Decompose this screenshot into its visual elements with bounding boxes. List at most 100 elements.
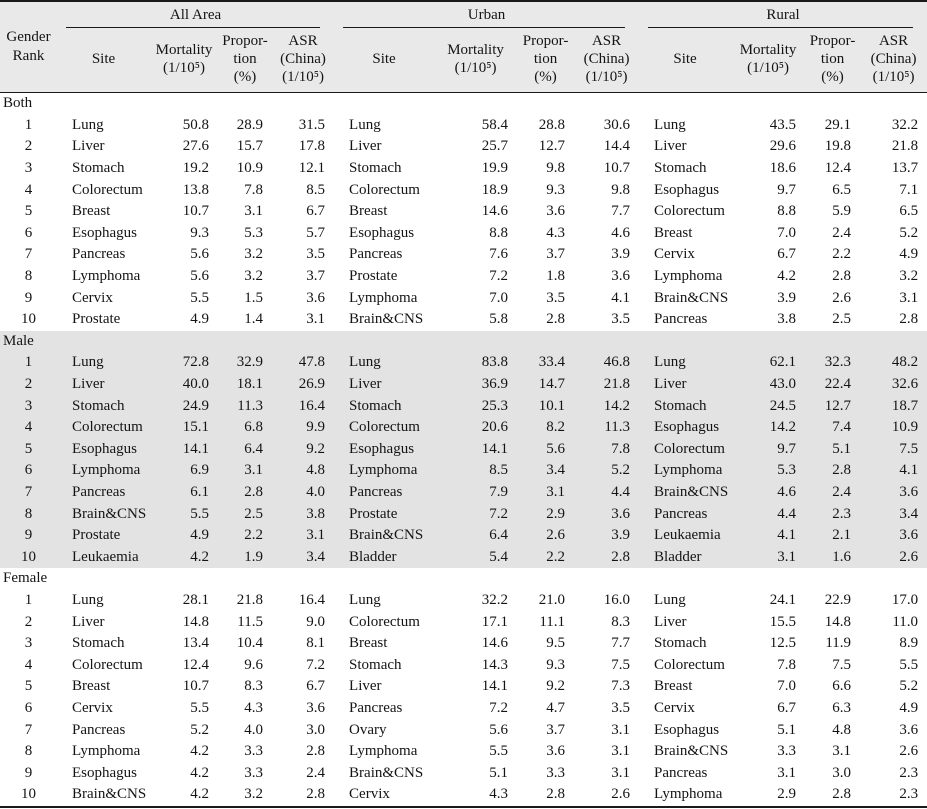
asr-cell: 3.6 [306, 289, 326, 306]
mortality-cell: 5.1 [489, 764, 509, 781]
proportion-cell: 5.3 [244, 224, 263, 241]
proportion-header: Propor- tion (%) [517, 28, 575, 93]
site-cell: Stomach [57, 395, 150, 417]
mortality-cell: 25.3 [434, 395, 518, 417]
site-cell: Breast [72, 203, 111, 220]
mortality-cell: 24.1 [769, 591, 797, 608]
site-cell: Bladder [334, 546, 435, 569]
asr-cell: 10.7 [603, 160, 631, 177]
table-row: 4 Colorectum 13.8 7.8 8.5 Colorectum 18.… [0, 179, 927, 201]
proportion-cell: 3.7 [546, 721, 566, 738]
rank-cell: 8 [24, 743, 33, 760]
proportion-cell: 1.5 [244, 289, 263, 306]
rank-cell: 10 [21, 786, 36, 803]
mortality-cell: 36.9 [434, 373, 518, 396]
asr-cell: 2.8 [574, 546, 640, 569]
mortality-cell: 13.4 [182, 635, 209, 652]
proportion-cell: 2.8 [832, 786, 852, 803]
asr-cell: 3.4 [272, 546, 335, 569]
asr-cell: 2.8 [306, 743, 326, 760]
table-row: 4 Colorectum 12.4 9.6 7.2 Stomach 14.3 9… [0, 654, 927, 676]
column-header-row: Site Mortality (1/10⁵) Propor- tion (%) … [0, 28, 927, 93]
site-cell: Pancreas [639, 503, 732, 525]
asr-cell: 4.1 [611, 289, 631, 306]
asr-cell: 3.6 [860, 524, 927, 547]
rank-cell: 3 [24, 635, 33, 652]
table-row: 1 Lung 28.1 21.8 16.4 Lung 32.2 21.0 16.… [0, 590, 927, 612]
site-cell: Prostate [72, 311, 121, 328]
site-cell: Pancreas [349, 699, 403, 716]
mortality-cell: 83.8 [434, 352, 518, 374]
mortality-cell: 4.6 [731, 481, 806, 504]
rank-cell: 1 [0, 352, 57, 374]
mortality-cell: 24.5 [731, 395, 806, 417]
proportion-cell: 2.5 [832, 311, 852, 328]
site-cell: Colorectum [654, 656, 725, 673]
site-cell: Lymphoma [72, 743, 141, 760]
asr-cell: 9.2 [272, 438, 335, 461]
table-row: 8 Lymphoma 5.6 3.2 3.7 Prostate 7.2 1.8 … [0, 266, 927, 288]
proportion-cell: 9.5 [546, 635, 566, 652]
mortality-cell: 14.1 [150, 438, 218, 461]
group-header-rural: Rural [639, 1, 927, 28]
site-cell: Stomach [349, 160, 402, 177]
mortality-cell: 5.5 [190, 289, 209, 306]
mortality-cell: 5.6 [190, 268, 209, 285]
site-cell: Cervix [72, 699, 113, 716]
table-row: 2 Liver 40.0 18.1 26.9 Liver 36.9 14.7 2… [0, 373, 927, 396]
site-cell: Lung [639, 352, 732, 374]
mortality-cell: 13.8 [182, 181, 209, 198]
asr-cell: 4.9 [899, 246, 919, 263]
proportion-cell: 15.7 [236, 138, 263, 155]
table-row: 3 Stomach 19.2 10.9 12.1 Stomach 19.9 9.… [0, 158, 927, 180]
rank-cell: 1 [24, 116, 33, 133]
site-cell: Lymphoma [349, 289, 418, 306]
site-cell: Liver [57, 373, 150, 396]
table-header: Gender Rank All Area Urban Rural Site Mo… [0, 1, 927, 93]
table-row: 5 Breast 10.7 8.3 6.7 Liver 14.1 9.2 7.3… [0, 676, 927, 698]
mortality-cell: 5.1 [777, 721, 797, 738]
proportion-cell: 10.4 [236, 635, 263, 652]
asr-cell: 7.5 [611, 656, 631, 673]
site-cell: Lymphoma [349, 743, 418, 760]
site-header: Site [639, 28, 732, 93]
site-cell: Esophagus [654, 181, 720, 198]
asr-cell: 4.6 [611, 224, 631, 241]
asr-cell: 4.1 [860, 460, 927, 482]
site-cell: Esophagus [349, 224, 415, 241]
asr-cell: 6.7 [306, 203, 326, 220]
mortality-cell: 25.7 [481, 138, 509, 155]
proportion-cell: 32.9 [218, 352, 272, 374]
table-row: 7 Pancreas 5.2 4.0 3.0 Ovary 5.6 3.7 3.1… [0, 719, 927, 741]
group-header-row: Gender Rank All Area Urban Rural [0, 1, 927, 93]
asr-cell: 3.1 [272, 524, 335, 547]
mortality-cell: 4.9 [190, 311, 209, 328]
site-cell: Cervix [349, 786, 390, 803]
mortality-cell: 4.2 [190, 764, 209, 781]
proportion-cell: 2.2 [832, 246, 852, 263]
proportion-cell: 28.8 [538, 116, 566, 133]
mortality-cell: 5.8 [489, 311, 509, 328]
site-cell: Lymphoma [72, 268, 141, 285]
proportion-cell: 4.3 [244, 699, 263, 716]
proportion-cell: 14.8 [824, 613, 852, 630]
proportion-cell: 5.6 [517, 438, 575, 461]
table-row: 8 Brain&CNS 5.5 2.5 3.8 Prostate 7.2 2.9… [0, 503, 927, 525]
mortality-cell: 2.9 [777, 786, 797, 803]
table-row: 1 Lung 72.8 32.9 47.8 Lung 83.8 33.4 46.… [0, 352, 927, 374]
mortality-header: Mortality (1/10⁵) [731, 28, 806, 93]
proportion-cell: 1.4 [244, 311, 263, 328]
proportion-cell: 4.7 [546, 699, 566, 716]
site-cell: Brain&CNS [349, 764, 424, 781]
asr-cell: 16.4 [272, 395, 335, 417]
section-label: Female [3, 570, 48, 587]
mortality-cell: 6.4 [434, 524, 518, 547]
asr-cell: 2.6 [860, 546, 927, 569]
mortality-cell: 3.3 [777, 743, 797, 760]
asr-cell: 3.1 [899, 289, 919, 306]
asr-cell: 14.2 [574, 395, 640, 417]
asr-cell: 3.4 [860, 503, 927, 525]
proportion-cell: 2.1 [805, 524, 861, 547]
mortality-cell: 9.7 [731, 438, 806, 461]
asr-cell: 6.7 [306, 678, 326, 695]
